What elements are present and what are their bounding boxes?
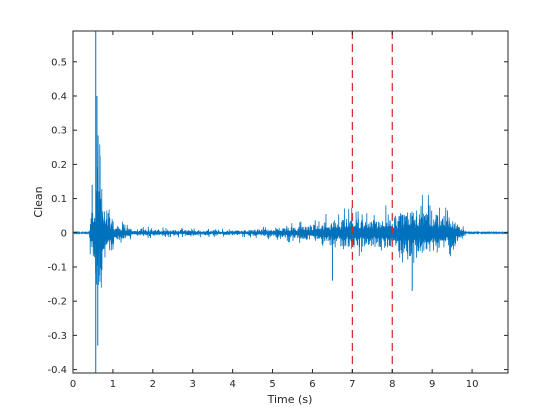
y-tick-label: -0.4 (47, 365, 67, 376)
x-tick-label: 10 (466, 379, 479, 390)
x-axis-ticks: 0 1 2 3 4 5 6 7 8 9 10 (70, 31, 479, 390)
y-tick-label: 0.2 (51, 160, 67, 171)
y-tick-label: -0.2 (47, 297, 67, 308)
y-tick-label: 0.1 (51, 194, 67, 205)
y-tick-label: 0.3 (51, 126, 67, 137)
plot-area (72, 30, 509, 374)
signal-waveform (72, 135, 509, 288)
vline-layer (351, 31, 393, 373)
x-tick-label: 1 (110, 379, 116, 390)
y-axis-label: Clean (32, 186, 45, 217)
x-tick-label: 8 (389, 379, 395, 390)
x-tick-label: 0 (70, 379, 76, 390)
x-tick-label: 6 (309, 379, 315, 390)
y-tick-label: 0.4 (51, 91, 67, 102)
x-tick-label: 9 (429, 379, 435, 390)
y-tick-label: -0.1 (47, 262, 67, 273)
y-tick-label: -0.3 (47, 331, 67, 342)
signal-layer (72, 31, 509, 373)
y-tick-label: 0 (61, 228, 67, 239)
x-tick-label: 5 (269, 379, 275, 390)
y-axis-ticks: -0.4 -0.3 -0.2 -0.1 0 0.1 0.2 0.3 0.4 0.5 (47, 57, 508, 376)
x-tick-label: 3 (190, 379, 196, 390)
x-axis-label: Time (s) (267, 393, 313, 406)
axes-box (72, 30, 509, 374)
y-tick-label: 0.5 (51, 57, 67, 68)
x-tick-label: 4 (229, 379, 235, 390)
x-tick-label: 7 (349, 379, 355, 390)
axes-background (73, 31, 508, 373)
x-tick-label: 2 (150, 379, 156, 390)
